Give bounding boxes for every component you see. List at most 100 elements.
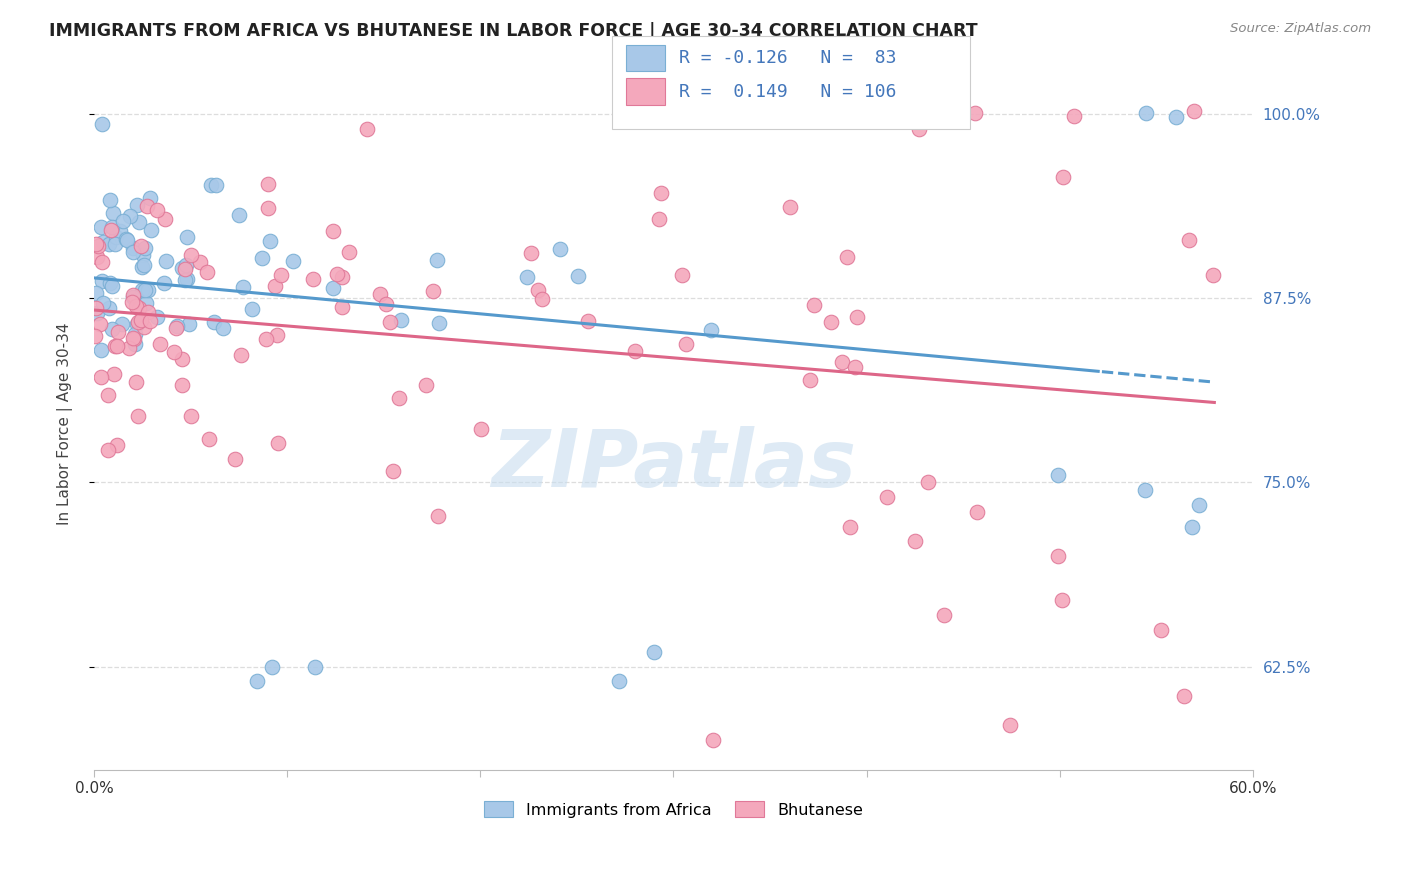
Point: [98, 276, 121, 290]
Point: [304, 659, 326, 673]
Point: [173, 273, 195, 287]
Point: [122, 287, 145, 301]
Point: [100, 223, 122, 237]
Point: [127, 315, 149, 329]
Point: [86, 306, 108, 320]
Point: [846, 310, 869, 324]
Point: [86, 250, 108, 264]
Point: [101, 219, 124, 234]
Point: [1182, 104, 1205, 119]
Point: [139, 314, 162, 328]
Text: ZIPatlas: ZIPatlas: [491, 426, 856, 504]
Y-axis label: In Labor Force | Age 30-34: In Labor Force | Age 30-34: [58, 322, 73, 524]
Point: [115, 232, 138, 246]
Point: [415, 377, 437, 392]
Point: [134, 319, 156, 334]
Point: [107, 325, 129, 339]
Point: [166, 319, 188, 334]
Point: [232, 280, 254, 294]
Point: [176, 230, 198, 244]
Point: [101, 205, 124, 219]
Point: [141, 223, 163, 237]
Point: [702, 733, 724, 747]
Point: [330, 301, 353, 315]
Point: [876, 490, 898, 504]
Point: [127, 409, 149, 423]
Point: [263, 278, 285, 293]
Point: [172, 260, 194, 275]
Point: [700, 323, 723, 337]
Point: [904, 534, 927, 549]
Point: [174, 258, 197, 272]
Point: [128, 301, 150, 315]
Point: [121, 294, 143, 309]
Point: [110, 224, 132, 238]
Point: [966, 505, 988, 519]
Point: [240, 301, 263, 316]
Point: [803, 298, 825, 312]
Point: [163, 345, 186, 359]
Point: [831, 355, 853, 369]
Point: [118, 341, 141, 355]
Point: [567, 269, 589, 284]
Point: [779, 200, 801, 214]
Point: [426, 252, 449, 267]
Point: [200, 178, 222, 193]
Point: [516, 269, 538, 284]
Point: [262, 659, 284, 673]
Point: [125, 375, 148, 389]
Point: [105, 338, 128, 352]
Point: [1166, 110, 1188, 124]
Point: [124, 336, 146, 351]
Point: [250, 252, 273, 266]
Point: [86, 237, 108, 252]
Point: [84, 285, 107, 300]
Point: [136, 305, 159, 319]
Point: [97, 301, 120, 315]
Point: [115, 233, 138, 247]
Point: [1178, 233, 1201, 247]
Point: [204, 178, 226, 193]
Point: [135, 296, 157, 310]
Point: [908, 122, 931, 136]
Point: [391, 313, 413, 327]
Point: [326, 267, 349, 281]
Point: [254, 332, 277, 346]
Point: [153, 276, 176, 290]
Point: [90, 219, 112, 234]
Point: [520, 245, 543, 260]
Point: [90, 254, 112, 268]
Point: [228, 208, 250, 222]
Point: [337, 245, 360, 260]
Point: [122, 331, 145, 345]
Point: [799, 373, 821, 387]
Point: [97, 388, 120, 402]
Point: [1052, 169, 1074, 184]
Point: [835, 250, 858, 264]
Point: [155, 254, 177, 268]
Point: [112, 214, 135, 228]
Point: [128, 215, 150, 229]
Point: [127, 317, 149, 331]
Point: [1188, 498, 1211, 512]
Point: [122, 244, 145, 259]
Point: [650, 186, 672, 200]
Point: [125, 198, 148, 212]
Point: [855, 109, 877, 123]
Point: [356, 122, 378, 136]
Point: [135, 199, 157, 213]
Point: [90, 343, 112, 357]
Point: [426, 509, 449, 524]
Point: [427, 316, 450, 330]
Point: [322, 281, 344, 295]
Point: [98, 193, 121, 207]
Point: [173, 261, 195, 276]
Point: [131, 283, 153, 297]
Point: [91, 235, 114, 250]
Point: [84, 301, 107, 315]
Point: [1063, 109, 1085, 123]
Point: [97, 442, 120, 457]
Point: [257, 178, 280, 192]
Point: [963, 105, 986, 120]
Point: [134, 258, 156, 272]
